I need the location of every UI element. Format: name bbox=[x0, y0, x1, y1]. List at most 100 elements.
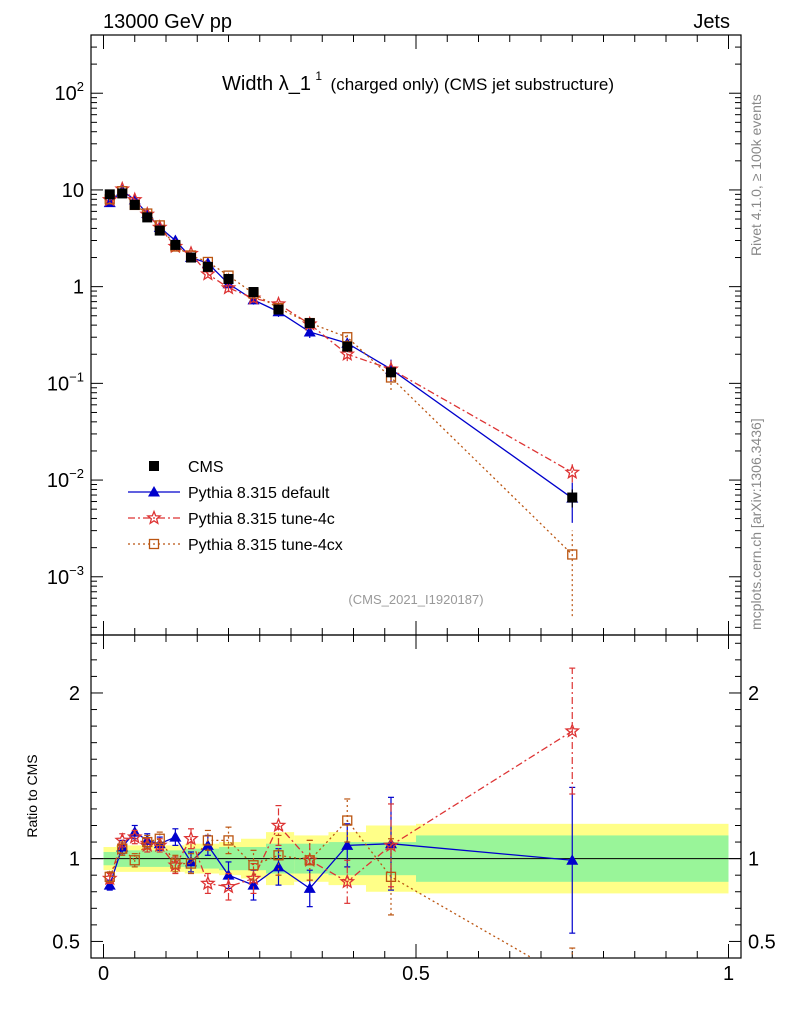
title-rest: (charged only) (CMS jet substructure) bbox=[331, 75, 614, 94]
ratio-point bbox=[183, 830, 199, 846]
series-point bbox=[564, 464, 581, 480]
main-y-tick-label: 10−1 bbox=[47, 369, 84, 395]
cms-data-point bbox=[386, 367, 396, 378]
cms-data-point bbox=[170, 239, 181, 250]
analysis-id-label: (CMS_2021_I1920187) bbox=[348, 592, 483, 607]
main-y-tick-label: 1 bbox=[73, 277, 84, 299]
ratio-point bbox=[185, 855, 197, 867]
ratio-point bbox=[103, 879, 116, 890]
cms-data-point bbox=[304, 318, 315, 329]
cms-data-point bbox=[567, 492, 578, 503]
legend-label: Pythia 8.315 tune-4cx bbox=[188, 537, 343, 554]
ratio-point bbox=[129, 855, 140, 866]
ratio-point bbox=[273, 850, 284, 861]
legend-entry: CMS bbox=[149, 459, 224, 476]
legend-entry: Pythia 8.315 default bbox=[128, 485, 330, 502]
legend-marker bbox=[148, 538, 160, 550]
cms-data-point bbox=[342, 341, 353, 352]
cms-data-point bbox=[186, 252, 196, 263]
series-point bbox=[220, 279, 237, 295]
x-tick-label: 1 bbox=[723, 963, 734, 985]
main-y-tick-label: 10−3 bbox=[47, 563, 84, 589]
cms-data-point bbox=[129, 199, 140, 210]
ratio-point bbox=[303, 882, 316, 893]
cms-data-point bbox=[142, 212, 153, 223]
main-y-tick-label: 10−2 bbox=[47, 466, 84, 492]
series-point bbox=[339, 345, 356, 361]
ratio-point bbox=[245, 870, 262, 886]
ratio-y-tick-label-right: 1 bbox=[748, 849, 759, 871]
ratio-point bbox=[270, 817, 287, 833]
cms-data-point bbox=[248, 287, 259, 298]
series-line bbox=[109, 189, 573, 499]
tick-base: 10 bbox=[55, 83, 77, 105]
ratio-point bbox=[142, 836, 153, 848]
title-superscript: 1 bbox=[315, 69, 322, 83]
legend: CMS Pythia 8.315 default Pythia 8.315 tune… bbox=[128, 459, 343, 554]
x-tick-label: 0.5 bbox=[402, 963, 430, 985]
ratio-point bbox=[114, 832, 131, 848]
cms-data-point bbox=[202, 261, 213, 272]
legend-label: Pythia 8.315 default bbox=[188, 485, 330, 502]
ratio-series-line bbox=[109, 819, 534, 958]
ratio-point bbox=[126, 828, 143, 844]
ratio-axis-ticks: 0 0.5 1 2 2 1 1 0.5 0.5 bbox=[52, 635, 776, 985]
legend-label: Pythia 8.315 tune-4c bbox=[188, 511, 335, 528]
cms-data-point bbox=[273, 304, 284, 315]
tick-exponent: −2 bbox=[69, 466, 84, 481]
ratio-series-3 bbox=[104, 798, 577, 986]
main-series-layer bbox=[101, 180, 581, 617]
ratio-point bbox=[220, 878, 237, 894]
ratio-point bbox=[248, 860, 259, 871]
ratio-point bbox=[341, 839, 354, 850]
legend-marker bbox=[148, 486, 160, 497]
ratio-y-tick-label: 2 bbox=[69, 683, 80, 705]
ratio-point bbox=[385, 871, 397, 882]
ratio-y-tick-label: 1 bbox=[69, 849, 80, 871]
ratio-point bbox=[185, 858, 197, 869]
ratio-point bbox=[342, 815, 353, 826]
ratio-point bbox=[339, 873, 356, 889]
ratio-point bbox=[564, 722, 581, 738]
legend-entry: Pythia 8.315 tune-4cx bbox=[128, 537, 343, 554]
tick-base: 10 bbox=[47, 470, 69, 492]
series-point bbox=[199, 265, 216, 281]
tick-exponent: −1 bbox=[69, 369, 84, 384]
header-energy-label: 13000 GeV pp bbox=[103, 11, 232, 33]
ratio-point bbox=[199, 875, 216, 891]
ratio-point bbox=[223, 835, 234, 846]
cms-data-point bbox=[104, 189, 115, 200]
ratio-point bbox=[117, 843, 128, 854]
tick-base: 10 bbox=[47, 567, 69, 589]
legend-entry: Pythia 8.315 tune-4c bbox=[128, 509, 335, 528]
cms-data-point bbox=[117, 188, 128, 199]
ratio-point bbox=[154, 833, 165, 844]
x-tick-label: 0 bbox=[98, 963, 109, 985]
ratio-y-tick-label-right: 2 bbox=[748, 683, 759, 705]
side-mcplots-label: mcplots.cern.ch [arXiv:1306.3436] bbox=[748, 418, 764, 630]
ratio-point bbox=[247, 879, 260, 890]
ratio-point bbox=[104, 871, 115, 882]
cms-data-point bbox=[154, 225, 165, 236]
ratio-plot-frame bbox=[90, 634, 742, 959]
header-jets-label: Jets bbox=[693, 11, 730, 33]
tick-exponent: 2 bbox=[77, 79, 84, 94]
series-point bbox=[567, 549, 578, 560]
ratio-y-tick-label-right: 0.5 bbox=[748, 931, 776, 953]
ratio-point bbox=[304, 855, 315, 866]
ratio-series-layer bbox=[101, 667, 581, 986]
tick-base: 10 bbox=[47, 373, 69, 395]
ratio-series-line bbox=[109, 730, 573, 888]
legend-label: CMS bbox=[188, 459, 224, 476]
ratio-point bbox=[568, 977, 577, 986]
legend-marker bbox=[146, 509, 162, 525]
main-y-tick-label: 10 bbox=[62, 180, 84, 202]
cms-data-point bbox=[223, 273, 234, 284]
main-y-tick-label: 102 bbox=[55, 79, 84, 105]
side-rivet-label: Rivet 4.1.0, ≥ 100k events bbox=[748, 94, 764, 256]
ratio-point bbox=[202, 835, 214, 846]
plot-title: Width λ_1 1 (charged only) (CMS jet subs… bbox=[222, 67, 614, 95]
ratio-point bbox=[566, 854, 579, 865]
